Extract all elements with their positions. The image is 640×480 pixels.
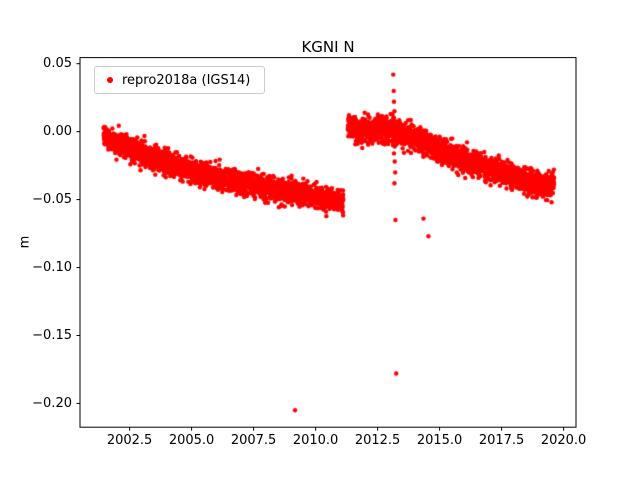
y-tick-label: −0.10 — [32, 260, 72, 276]
chart-title: KGNI N — [301, 38, 355, 56]
y-tick-label: 0.05 — [43, 56, 72, 72]
y-tick-label: −0.20 — [32, 395, 72, 411]
x-tick-label: 2015.0 — [416, 433, 463, 449]
legend-label: repro2018a (IGS14) — [122, 72, 251, 88]
y-tick-label: −0.05 — [32, 192, 72, 208]
x-tick-label: 2017.5 — [478, 433, 525, 449]
y-tick-label: −0.15 — [32, 327, 72, 343]
x-tick-label: 2005.0 — [168, 433, 215, 449]
legend: repro2018a (IGS14) — [94, 66, 266, 94]
axes-spines — [79, 57, 577, 428]
legend-marker-dot — [107, 77, 113, 83]
x-tick-label: 2010.0 — [292, 433, 339, 449]
x-tick-label: 2002.5 — [106, 433, 153, 449]
x-tick-label: 2012.5 — [354, 433, 401, 449]
y-axis-label: m — [17, 235, 33, 249]
x-tick-label: 2020.0 — [540, 433, 587, 449]
y-tick-label: 0.00 — [43, 124, 72, 140]
x-tick-label: 2007.5 — [230, 433, 277, 449]
